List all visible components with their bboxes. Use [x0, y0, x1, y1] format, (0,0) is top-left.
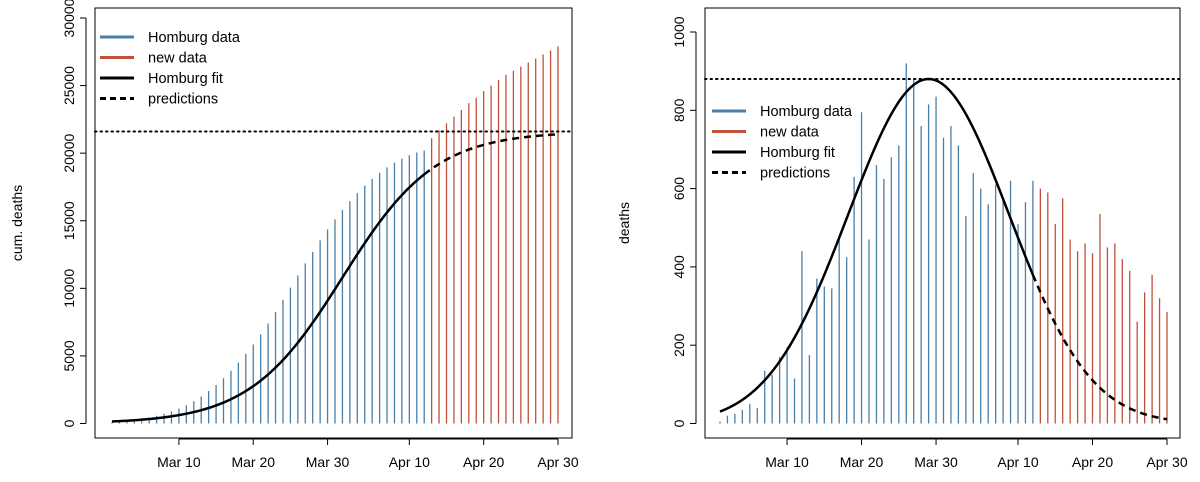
x-tick-label: Apr 20	[463, 454, 504, 470]
chart-panel-2: 0 200 400 600 800 1000 deaths Mar 10 Mar 20 Mar 3…	[616, 7, 1188, 470]
new-data-series	[430, 46, 559, 424]
plot-frame	[704, 7, 1181, 439]
y-tick-label: 20000	[61, 133, 77, 172]
y-tick-label: 800	[671, 98, 687, 122]
prediction-curve	[1031, 274, 1168, 421]
legend-homburg-data-label: Homburg data	[148, 30, 241, 46]
x-tick-label: Mar 10	[765, 454, 809, 470]
legend: Homburg data new data Homburg fit predictio…	[100, 30, 241, 108]
x-tick-label: Mar 20	[231, 454, 275, 470]
homburg-data-series	[111, 150, 425, 424]
legend-new-data-label: new data	[760, 125, 820, 141]
x-tick-label: Mar 30	[306, 454, 350, 470]
y-tick-label: 25000	[61, 66, 77, 105]
x-tick-label: Mar 30	[914, 454, 958, 470]
homburg-fit-curve	[111, 173, 425, 423]
new-data-series	[1039, 188, 1168, 424]
x-tick-label: Mar 10	[157, 454, 201, 470]
y-tick-label: 5000	[61, 340, 77, 371]
x-tick-label: Mar 20	[840, 454, 884, 470]
y-tick-label: 0	[61, 419, 77, 427]
legend-homburg-fit-label: Homburg fit	[148, 71, 223, 87]
x-tick-label: Apr 30	[537, 454, 578, 470]
plot-frame	[94, 7, 573, 439]
legend-homburg-data-label: Homburg data	[760, 104, 853, 120]
y-tick-label: 600	[671, 177, 687, 201]
y-axis-title: deaths	[616, 202, 632, 244]
homburg-fit-curve	[719, 77, 1035, 413]
y-tick-label: 15000	[61, 201, 77, 240]
legend-predictions-label: predictions	[148, 92, 218, 108]
x-tick-label: Apr 20	[1072, 454, 1113, 470]
y-tick-label: 10000	[61, 269, 77, 308]
prediction-curve	[423, 133, 559, 176]
legend-homburg-fit-label: Homburg fit	[760, 145, 835, 161]
x-tick-label: Apr 30	[1146, 454, 1187, 470]
y-tick-label: 0	[671, 419, 687, 427]
y-tick-label: 400	[671, 255, 687, 279]
chart-panel-1: 0 5000 10000 15000 20000 25000 30000 cum. death…	[9, 0, 579, 470]
x-tick-label: Apr 10	[389, 454, 430, 470]
y-tick-label: 30000	[61, 0, 77, 37]
legend: Homburg data new data Homburg fit predictio…	[712, 104, 853, 182]
x-tick-label: Apr 10	[997, 454, 1038, 470]
y-axis-title: cum. deaths	[9, 185, 25, 261]
y-tick-label: 1000	[671, 16, 687, 47]
legend-predictions-label: predictions	[760, 166, 830, 182]
legend-new-data-label: new data	[148, 51, 208, 67]
y-tick-label: 200	[671, 333, 687, 357]
